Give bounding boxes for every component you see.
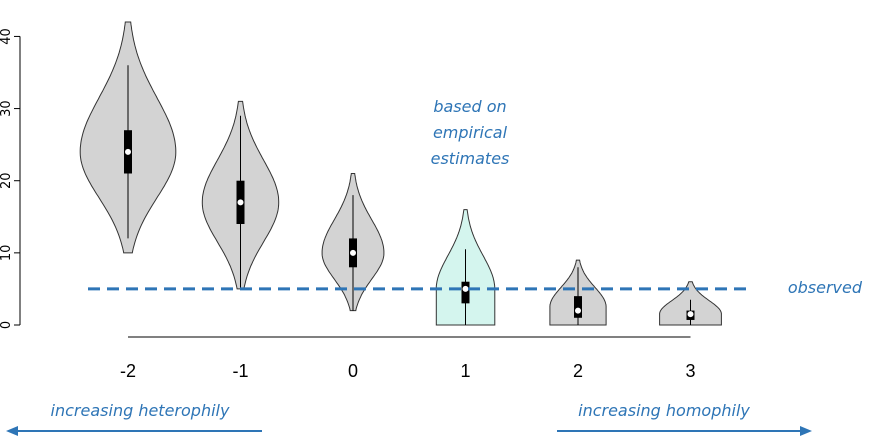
violin-0 [321,173,385,312]
violin-median-dot [687,311,694,318]
y-axis: 0 10 20 30 40 [0,28,21,329]
arrow-head-left [6,426,18,436]
annotation-line: based on [433,97,506,116]
y-tick-label: 20 [0,172,14,189]
violin--1 [201,100,280,290]
violin-2 [549,259,607,326]
violin--2 [79,21,177,254]
x-tick-label: -2 [120,361,136,381]
violin-median-dot [575,307,581,314]
violin-1 [435,209,496,326]
x-tick-labels: -2 -1 0 1 2 3 [120,361,696,381]
homophily-label: increasing homophily [578,401,750,420]
y-tick-label: 0 [0,321,14,329]
violin-iqr-box [574,296,582,318]
x-tick-label: 1 [460,361,470,381]
y-tick-label: 10 [0,245,14,262]
x-tick-label: 3 [685,361,695,381]
direction-arrows: increasing heterophily increasing homophi… [6,401,812,436]
y-tick-label: 30 [0,100,14,117]
violin-median-dot [462,285,469,292]
x-tick-label: -1 [232,361,248,381]
y-tick-label: 40 [0,28,14,45]
x-tick-label: 2 [573,361,583,381]
heterophily-label: increasing heterophily [51,401,230,420]
empirical-estimates-annotation: based on empirical estimates [431,97,510,168]
violin-median-dot [237,199,244,206]
observed-label: observed [788,278,863,297]
annotation-line: estimates [431,149,510,168]
violin-median-dot [350,249,356,256]
x-tick-label: 0 [348,361,358,381]
violin-iqr-box [461,281,470,304]
arrow-head-right [800,426,812,436]
violin-3 [659,281,722,326]
annotation-line: empirical [433,123,508,142]
violin-median-dot [125,148,131,155]
violins [79,21,722,326]
